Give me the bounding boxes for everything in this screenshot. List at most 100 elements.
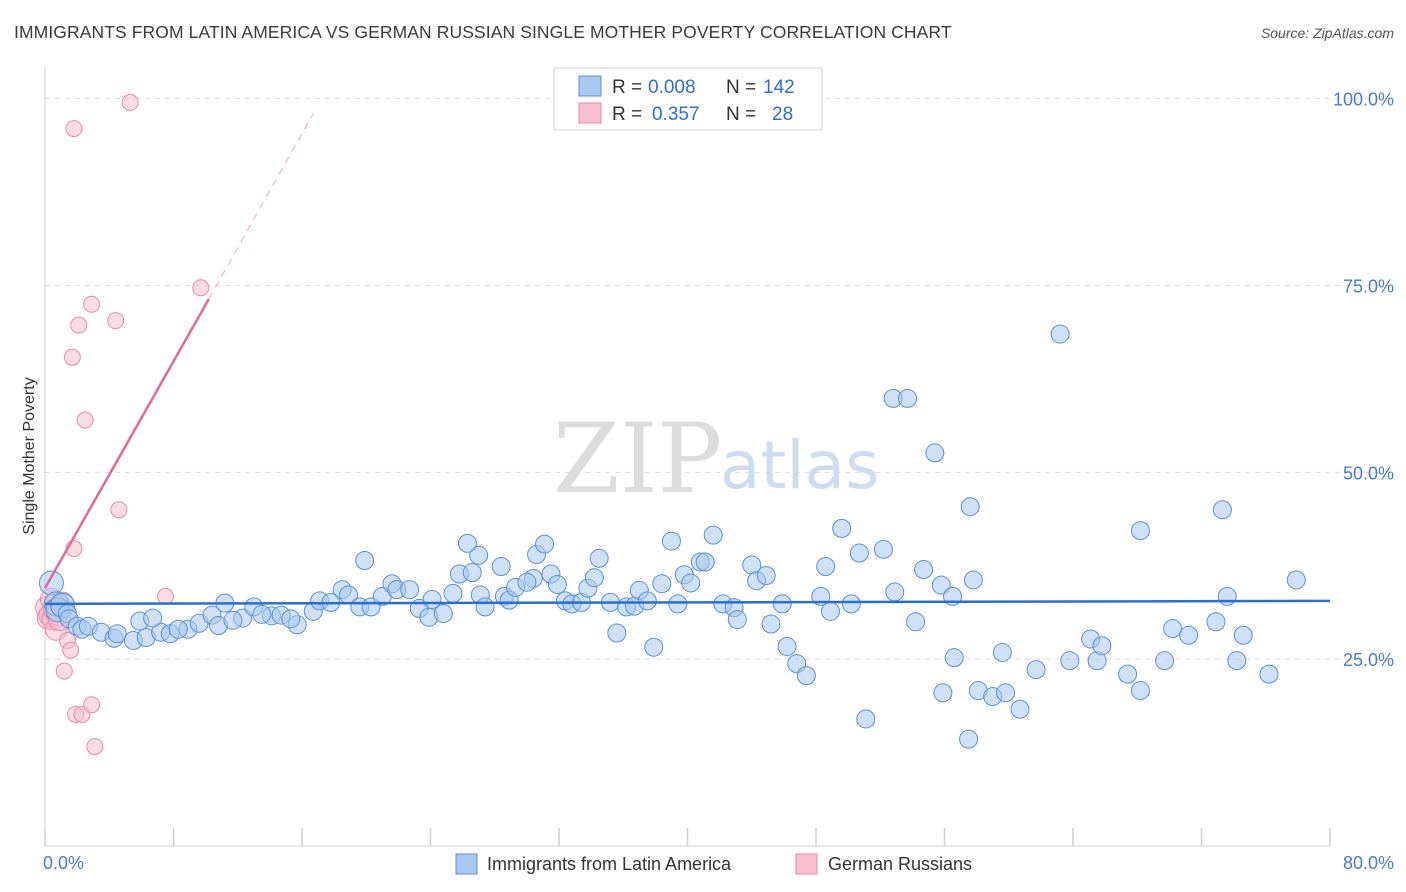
- series-latin-america-points: [38, 324, 1306, 749]
- latin-america-point-134: [1212, 500, 1232, 520]
- latin-america-point-129: [1130, 681, 1150, 701]
- latin-america-point-111: [931, 575, 951, 595]
- german-russians-point-18: [110, 501, 128, 519]
- series-legend: Immigrants from Latin America German Rus…: [455, 853, 972, 875]
- latin-america-point-61: [517, 572, 537, 592]
- german-russians-point-10: [55, 662, 73, 680]
- latin-america-point-109: [914, 559, 934, 579]
- watermark-zip: ZIP: [553, 403, 722, 515]
- latin-america-point-133: [1206, 612, 1226, 632]
- latin-america-point-19: [168, 619, 188, 639]
- latin-america-point-88: [727, 610, 747, 630]
- legend-swatch-pink: [578, 102, 602, 124]
- y-tick-labels: 25.0% 50.0% 75.0% 100.0%: [1333, 90, 1394, 670]
- watermark-atlas: atlas: [720, 427, 880, 504]
- trend-line-german-russians-extension: [208, 113, 314, 300]
- latin-america-point-53: [475, 597, 495, 617]
- legend-label-german-russians: German Russians: [828, 854, 972, 874]
- legend-label-latin-america: Immigrants from Latin America: [487, 854, 732, 874]
- latin-america-point-39: [355, 551, 375, 571]
- chart-title: IMMIGRANTS FROM LATIN AMERICA VS GERMAN …: [14, 22, 952, 42]
- german-russians-point-17: [86, 738, 104, 756]
- german-russians-point-21: [70, 316, 88, 334]
- latin-america-point-138: [1259, 664, 1279, 684]
- legend-r-value-pink: 0.357: [652, 104, 700, 125]
- latin-america-point-79: [661, 531, 681, 551]
- latin-america-point-82: [681, 573, 701, 593]
- latin-america-point-72: [607, 623, 627, 643]
- latin-america-point-128: [1130, 521, 1150, 541]
- latin-america-point-126: [1092, 636, 1112, 656]
- latin-america-point-140: [959, 729, 979, 749]
- trend-line-latin-america: [44, 599, 1331, 606]
- latin-america-point-54: [457, 533, 477, 553]
- latin-america-point-47: [433, 604, 453, 624]
- latin-america-point-120: [1010, 699, 1030, 719]
- legend-n-label-2: N =: [726, 104, 756, 125]
- german-russians-point-23: [83, 295, 101, 313]
- latin-america-point-132: [1179, 625, 1199, 645]
- latin-america-point-110: [925, 443, 945, 463]
- latin-america-point-70: [589, 548, 609, 568]
- german-russians-point-25: [65, 120, 83, 138]
- latin-america-point-121: [1026, 660, 1046, 680]
- latin-america-point-101: [841, 594, 861, 614]
- latin-america-point-78: [652, 574, 672, 594]
- latin-america-point-107: [898, 388, 918, 408]
- latin-america-point-31: [281, 609, 301, 629]
- latin-america-point-112: [933, 683, 953, 703]
- latin-america-point-141: [944, 648, 964, 668]
- latin-america-point-69: [584, 568, 604, 588]
- latin-america-point-48: [443, 583, 463, 603]
- german-russians-point-16: [83, 696, 101, 714]
- legend-n-value-blue: 142: [763, 77, 795, 98]
- latin-america-point-43: [400, 580, 420, 600]
- legend-r-value-blue: 0.008: [648, 77, 696, 98]
- latin-america-point-137: [1227, 651, 1247, 671]
- german-russians-point-12: [62, 641, 80, 659]
- latin-america-point-94: [777, 636, 797, 656]
- y-axis-title: Single Mother Poverty: [21, 377, 38, 534]
- latin-america-point-76: [637, 591, 657, 611]
- legend-swatch-latin-america: [455, 853, 478, 875]
- german-russians-point-27: [192, 279, 210, 297]
- latin-america-point-62: [535, 534, 555, 554]
- latin-america-point-93: [772, 594, 792, 614]
- legend-n-value-pink: 28: [772, 104, 793, 125]
- legend-swatch-german-russians: [795, 853, 818, 875]
- german-russians-point-19: [156, 587, 174, 605]
- gridlines: [45, 98, 1395, 660]
- source-label: Source: ZipAtlas.com: [1260, 25, 1394, 41]
- latin-america-point-58: [491, 557, 511, 577]
- latin-america-point-51: [469, 545, 489, 565]
- latin-america-point-127: [1118, 664, 1138, 684]
- latin-america-point-18: [143, 608, 163, 628]
- latin-america-point-85: [703, 525, 723, 545]
- latin-america-point-135: [1217, 586, 1237, 606]
- y-tick-label-1: 50.0%: [1343, 463, 1394, 483]
- series-german-russians-points: [35, 93, 210, 756]
- latin-america-point-108: [906, 612, 926, 632]
- latin-america-point-114: [963, 570, 983, 590]
- latin-america-point-104: [873, 539, 893, 559]
- x-tick-label-min: 0.0%: [43, 853, 84, 873]
- latin-america-point-118: [996, 683, 1016, 703]
- latin-america-point-136: [1233, 625, 1253, 645]
- x-tick-label-max: 80.0%: [1343, 853, 1394, 873]
- german-russians-point-24: [107, 312, 125, 330]
- latin-america-point-106: [885, 582, 905, 602]
- axes: [44, 66, 1331, 847]
- latin-america-point-130: [1155, 651, 1175, 671]
- legend-n-label: N =: [726, 77, 756, 98]
- latin-america-point-28: [252, 604, 272, 624]
- latin-america-point-122: [1050, 324, 1070, 344]
- latin-america-point-102: [849, 543, 869, 563]
- latin-america-point-131: [1163, 619, 1183, 639]
- latin-america-point-25: [223, 610, 243, 630]
- latin-america-point-50: [462, 562, 482, 582]
- trend-lines: [43, 113, 1331, 606]
- trend-line-german-russians: [43, 298, 210, 589]
- latin-america-point-103: [856, 709, 876, 729]
- watermark: ZIP atlas: [553, 403, 880, 515]
